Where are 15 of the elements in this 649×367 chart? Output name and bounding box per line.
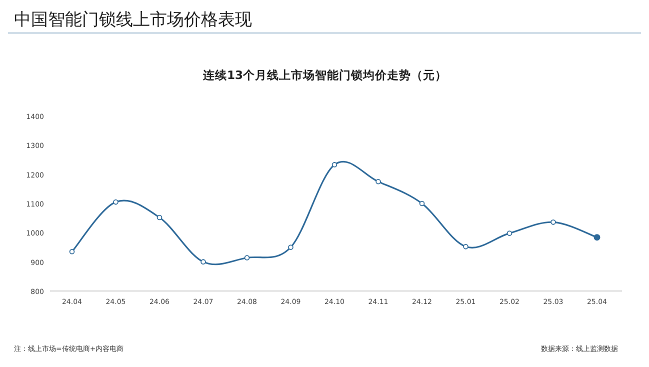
point [376, 178, 381, 184]
point [288, 244, 294, 250]
point [200, 259, 206, 264]
point [463, 244, 468, 250]
point [332, 162, 338, 168]
point [244, 255, 250, 260]
point [113, 199, 118, 205]
point [594, 234, 600, 241]
chart-title: 中国智能门锁线上市场价格表现 [14, 10, 252, 30]
point [69, 248, 75, 254]
point [156, 214, 162, 220]
point [506, 230, 512, 236]
point [419, 200, 425, 206]
chart-subtitle: 连续13个月线上市场智能门锁均价走势（元） [202, 68, 448, 82]
point [550, 220, 556, 225]
